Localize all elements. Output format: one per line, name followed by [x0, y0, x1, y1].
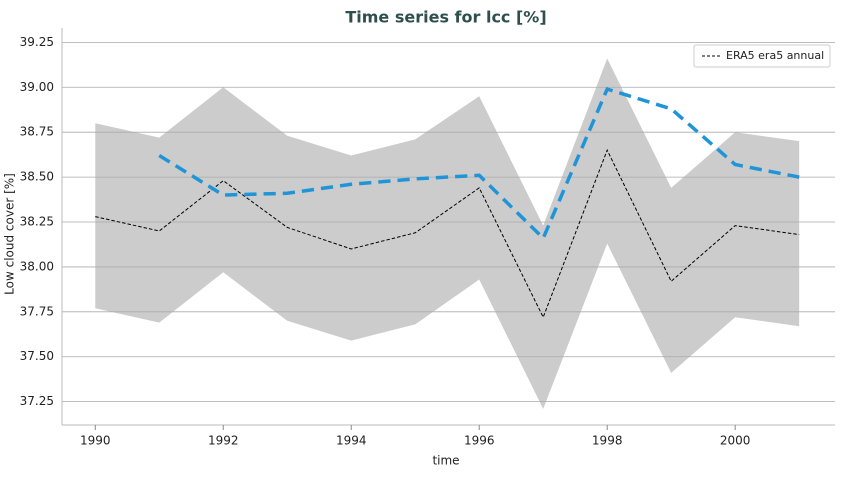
y-axis-label: Low cloud cover [%] [3, 173, 17, 295]
x-tick-label: 1996 [464, 434, 495, 448]
x-tick-label: 1990 [80, 434, 111, 448]
x-tick-label: 1994 [336, 434, 367, 448]
x-axis-label: time [432, 454, 459, 468]
x-tick-label: 2000 [720, 434, 751, 448]
y-tick-label: 39.00 [20, 80, 54, 94]
series-line [158, 86, 800, 242]
y-tick-label: 37.75 [20, 304, 54, 318]
y-tick-label: 38.50 [20, 170, 54, 184]
legend-box [693, 44, 831, 68]
y-tick-label: 37.25 [20, 394, 54, 408]
y-tick-label: 38.25 [20, 215, 54, 229]
y-tick-label: 38.75 [20, 125, 54, 139]
x-tick-label: 1998 [592, 434, 623, 448]
y-tick-label: 39.25 [20, 35, 54, 49]
chart-title: Time series for lcc [%] [345, 8, 546, 27]
y-tick-label: 38.00 [20, 259, 54, 273]
legend-label: ERA5 era5 annual [726, 49, 824, 62]
uncertainty-band [95, 58, 800, 409]
x-tick-label: 1992 [208, 434, 239, 448]
y-tick-label: 37.50 [20, 349, 54, 363]
